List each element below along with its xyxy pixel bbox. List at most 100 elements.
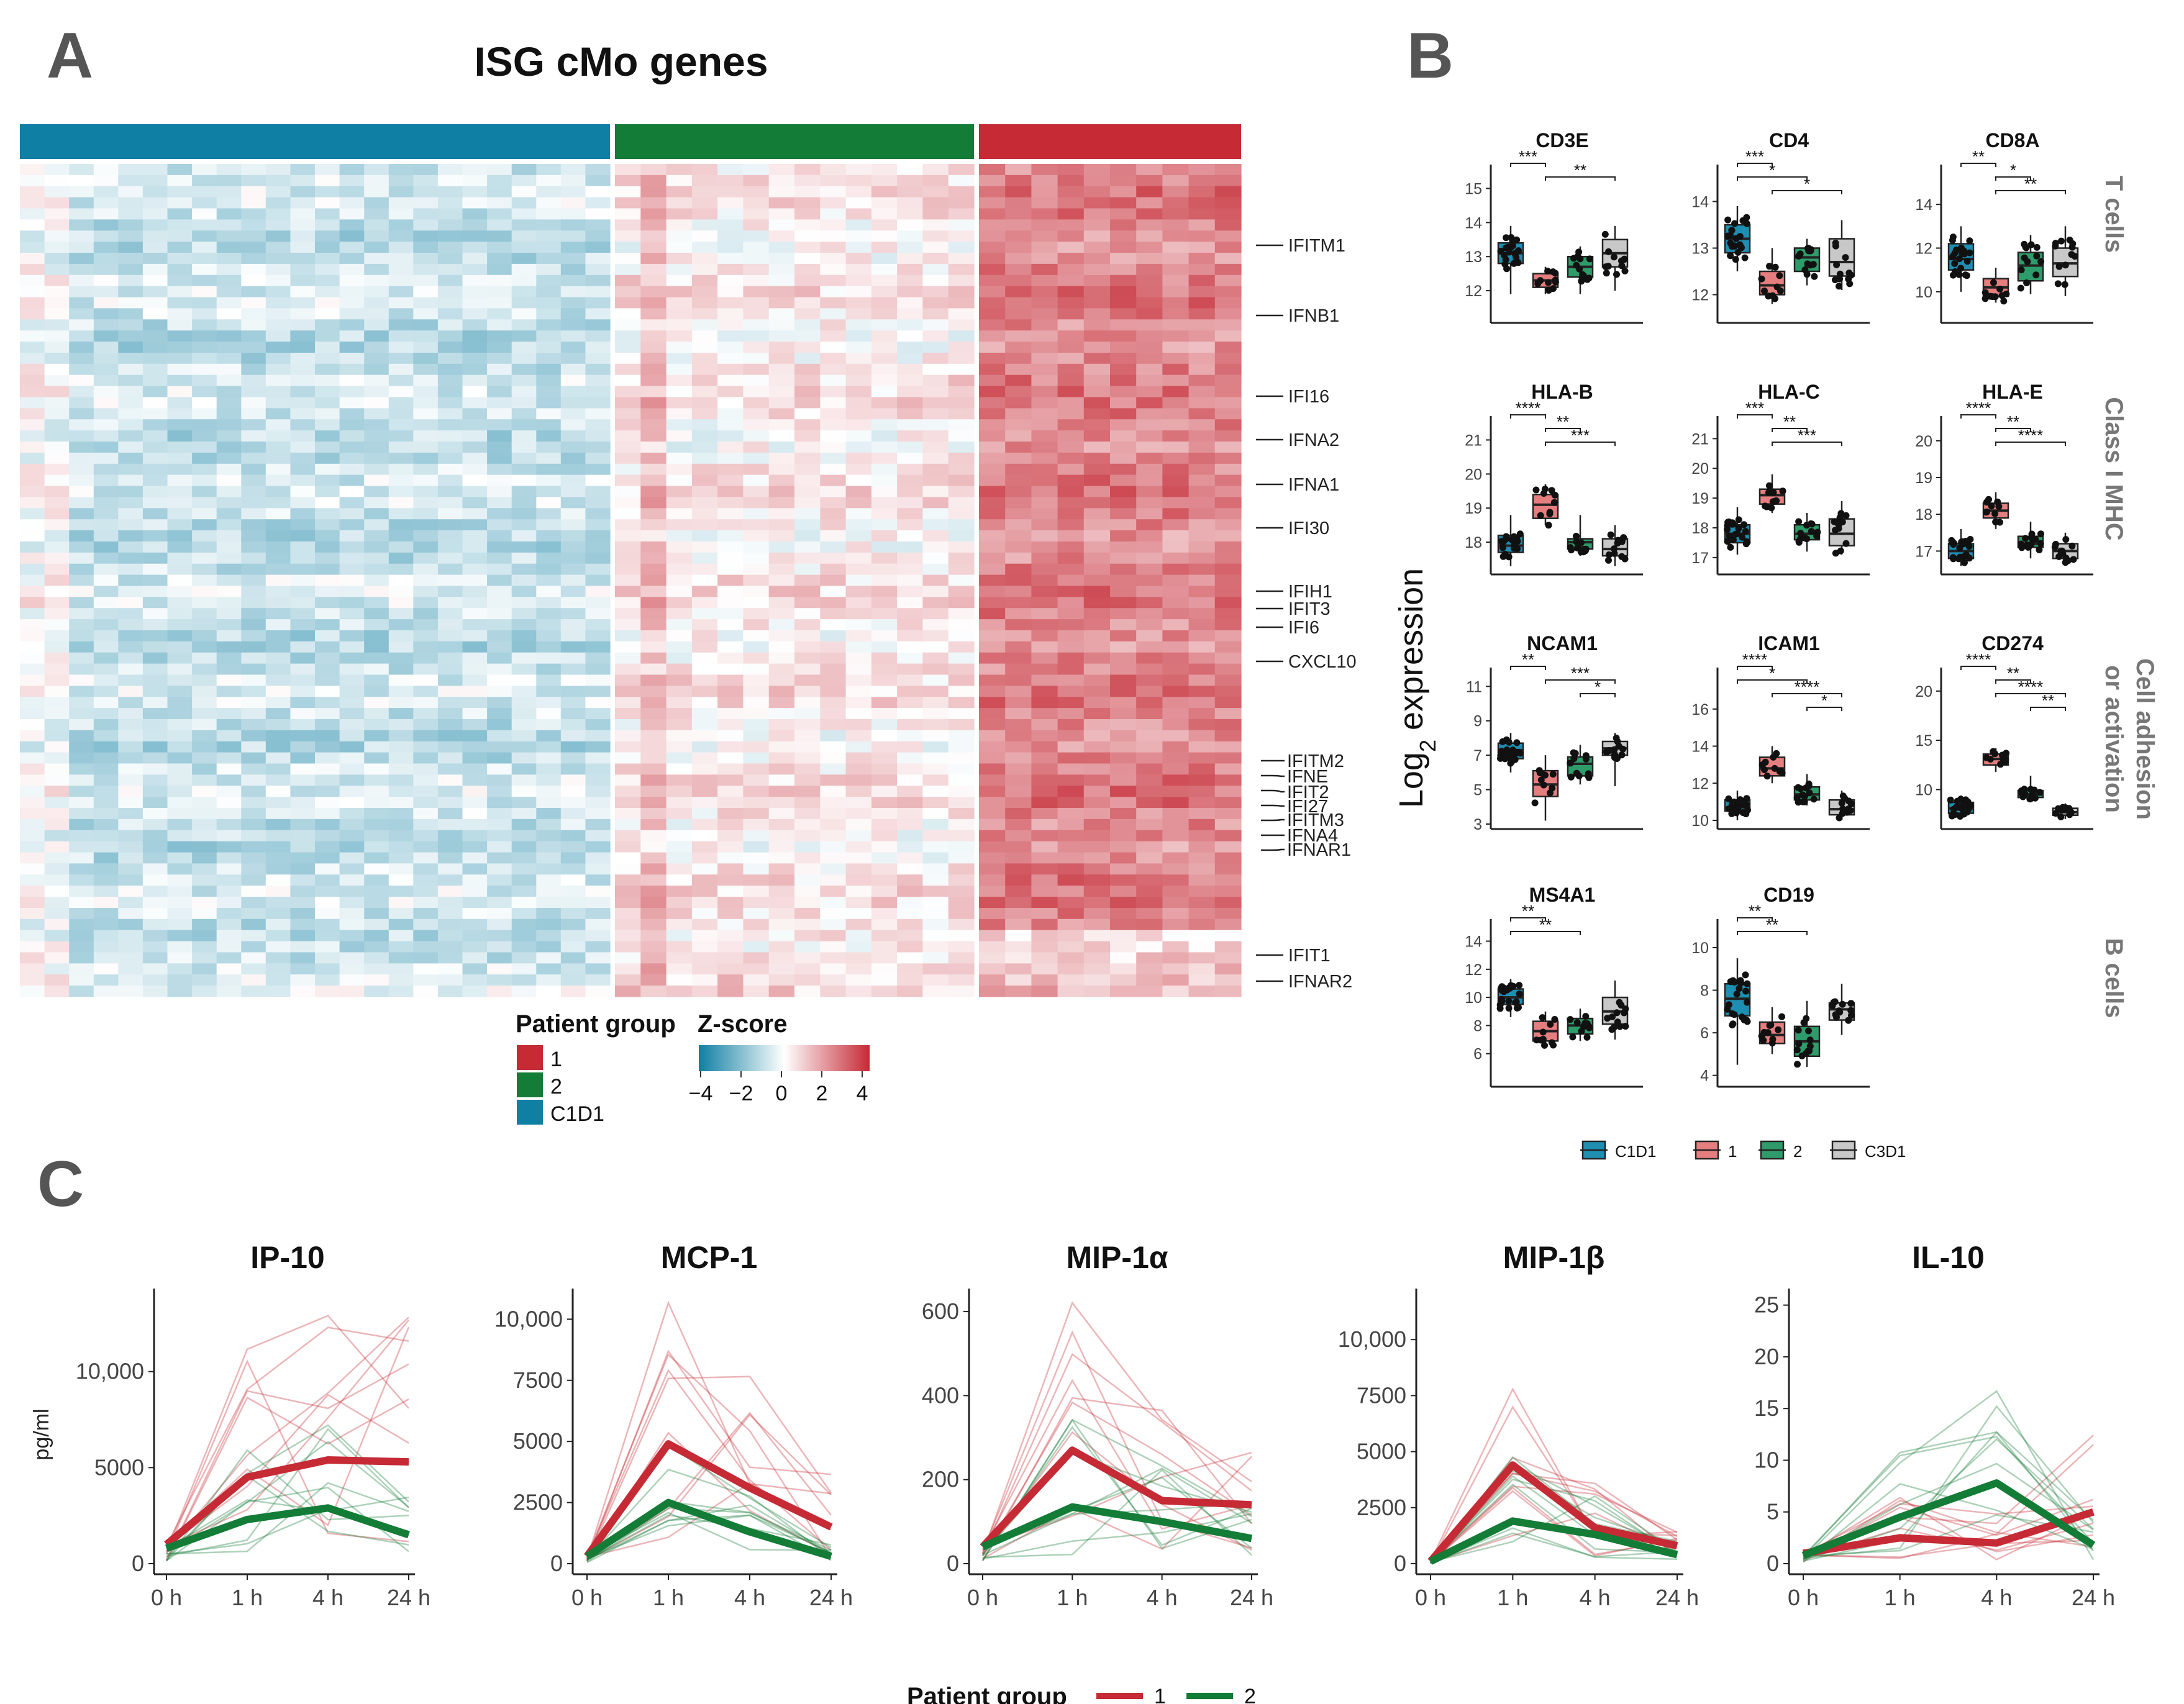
heatmap-cell (69, 408, 94, 420)
heatmap-cell (437, 619, 463, 631)
heatmap-cell (666, 786, 693, 797)
heatmap-cell (142, 274, 168, 287)
heatmap-cell (388, 908, 414, 920)
data-point (1762, 758, 1769, 766)
heatmap-cell (167, 830, 193, 842)
heatmap-cell (922, 208, 949, 220)
heatmap-cell (1031, 774, 1058, 786)
data-point (1803, 522, 1811, 529)
heatmap-cell (820, 286, 847, 298)
heatmap-cell (1214, 274, 1242, 287)
heatmap-cell (118, 486, 143, 497)
heatmap-cell (585, 497, 611, 509)
heatmap-cell (20, 641, 45, 653)
heatmap-cell (1136, 574, 1163, 587)
heatmap-cell (948, 197, 975, 209)
heatmap-cell (364, 830, 389, 842)
heatmap-cell (897, 830, 923, 842)
bracket-label: *** (1798, 426, 1816, 445)
heatmap-cell (511, 941, 537, 953)
heatmap-cell (585, 386, 611, 398)
heatmap-cell (640, 442, 667, 453)
heatmap-cell (1083, 452, 1111, 465)
data-point (2000, 297, 2008, 305)
heatmap-cell (743, 697, 770, 709)
heatmap-cell (1005, 841, 1032, 853)
heatmap-cell (768, 863, 795, 875)
heatmap-cell (979, 419, 1006, 431)
heatmap-cell (20, 663, 45, 676)
heatmap-cell (768, 786, 795, 797)
data-point (1618, 262, 1626, 270)
heatmap-cell (615, 974, 641, 986)
data-point (1503, 265, 1511, 273)
heatmap-cell (462, 708, 488, 720)
heatmap-cell (585, 686, 611, 697)
heatmap-cell (743, 752, 770, 764)
heatmap-cell (536, 253, 562, 265)
heatmap-cell (1031, 763, 1058, 775)
heatmap-cell (794, 164, 821, 176)
heatmap-cell (265, 918, 291, 931)
heatmap-cell (922, 586, 949, 597)
heatmap-cell (820, 363, 847, 376)
heatmap-cell (743, 586, 770, 597)
heatmap-cell (717, 818, 744, 831)
heatmap-cell (364, 930, 389, 942)
heatmap-cell (1188, 230, 1216, 242)
heatmap-cell (1214, 353, 1242, 365)
heatmap-cell (1110, 852, 1137, 864)
heatmap-cell (585, 353, 611, 365)
data-point (1836, 1007, 1843, 1015)
heatmap-cell (413, 963, 439, 975)
heatmap-cell (1214, 308, 1242, 320)
data-point (1736, 241, 1744, 248)
significance-bracket: * (1737, 161, 1808, 181)
heatmap-cell (216, 263, 242, 276)
heatmap-cell (44, 741, 70, 753)
heatmap-cell (413, 263, 439, 276)
heatmap-cell (794, 619, 821, 631)
heatmap-cell (743, 897, 770, 909)
data-point (1951, 260, 1959, 267)
heatmap-cell (1136, 886, 1163, 897)
heatmap-cell (1057, 897, 1085, 909)
heatmap-cell (290, 297, 316, 309)
heatmap-cell (717, 886, 744, 897)
heatmap-cell (437, 442, 463, 453)
heatmap-cell (666, 474, 693, 487)
data-point (1732, 235, 1740, 242)
heatmap-cell (44, 608, 70, 620)
data-point (1806, 1043, 1814, 1050)
heatmap-cell (922, 663, 949, 676)
heatmap-cell (339, 497, 365, 509)
heatmap-cell (948, 174, 975, 187)
heatmap-cell (1057, 197, 1085, 209)
heatmap-cell (511, 197, 537, 209)
heatmap-cell (364, 752, 389, 764)
heatmap-cell (1214, 242, 1242, 253)
heatmap-cell (922, 930, 949, 942)
heatmap-cell (948, 508, 975, 520)
heatmap-cell (339, 952, 365, 964)
heatmap-cell (615, 663, 641, 676)
heatmap-cell (743, 741, 770, 753)
heatmap-cell (585, 297, 611, 309)
heatmap-cell (1083, 863, 1111, 875)
heatmap-cell (241, 442, 266, 453)
heatmap-cell (871, 186, 898, 198)
bracket-label: *** (1571, 664, 1590, 682)
patient-trace (586, 1504, 832, 1561)
heatmap-cell (44, 952, 70, 964)
heatmap-cell (413, 164, 439, 176)
gene-label-leader (1261, 789, 1285, 793)
heatmap-cell (1136, 219, 1163, 231)
heatmap-cell (216, 374, 242, 387)
heatmap-cell (691, 397, 718, 409)
heatmap-cell (388, 918, 414, 931)
data-point (1510, 237, 1517, 244)
heatmap-cell (845, 886, 872, 897)
heatmap-cell (511, 619, 537, 631)
